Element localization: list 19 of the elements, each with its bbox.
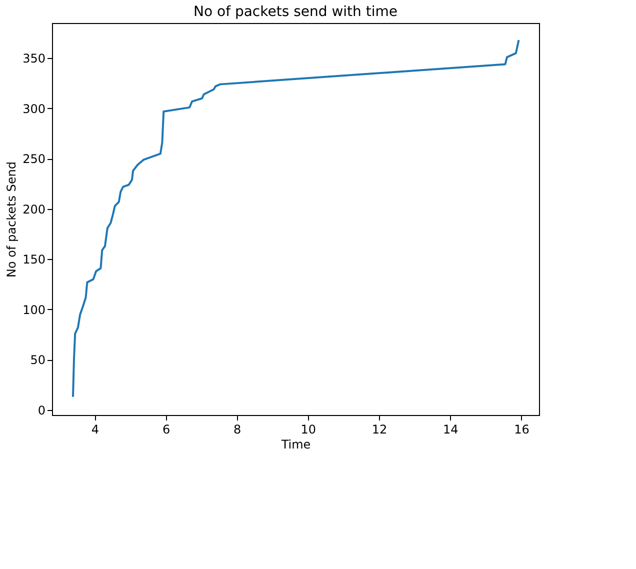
x-tick-label: 10 [300,422,316,436]
y-axis-title: No of packets Send [4,162,19,278]
x-tick-label: 12 [372,422,388,436]
y-tick-label: 50 [30,353,46,368]
x-tick-label: 8 [234,422,242,436]
x-tick-label: 14 [442,422,458,436]
y-tick-label: 150 [22,252,46,267]
x-tick-label: 6 [162,422,170,436]
y-tick-label: 0 [38,403,46,418]
y-tick-label: 250 [22,152,46,166]
line-series [72,39,520,398]
y-tick-label: 350 [22,52,46,66]
x-tick-label: 16 [514,422,530,436]
y-tick-label: 200 [22,202,46,216]
x-axis-title: Time [280,438,311,452]
chart-title: No of packets send with time [194,4,398,20]
y-tick-label: 100 [22,302,46,317]
x-tick-label: 4 [91,422,99,436]
y-tick-label: 300 [22,102,46,116]
